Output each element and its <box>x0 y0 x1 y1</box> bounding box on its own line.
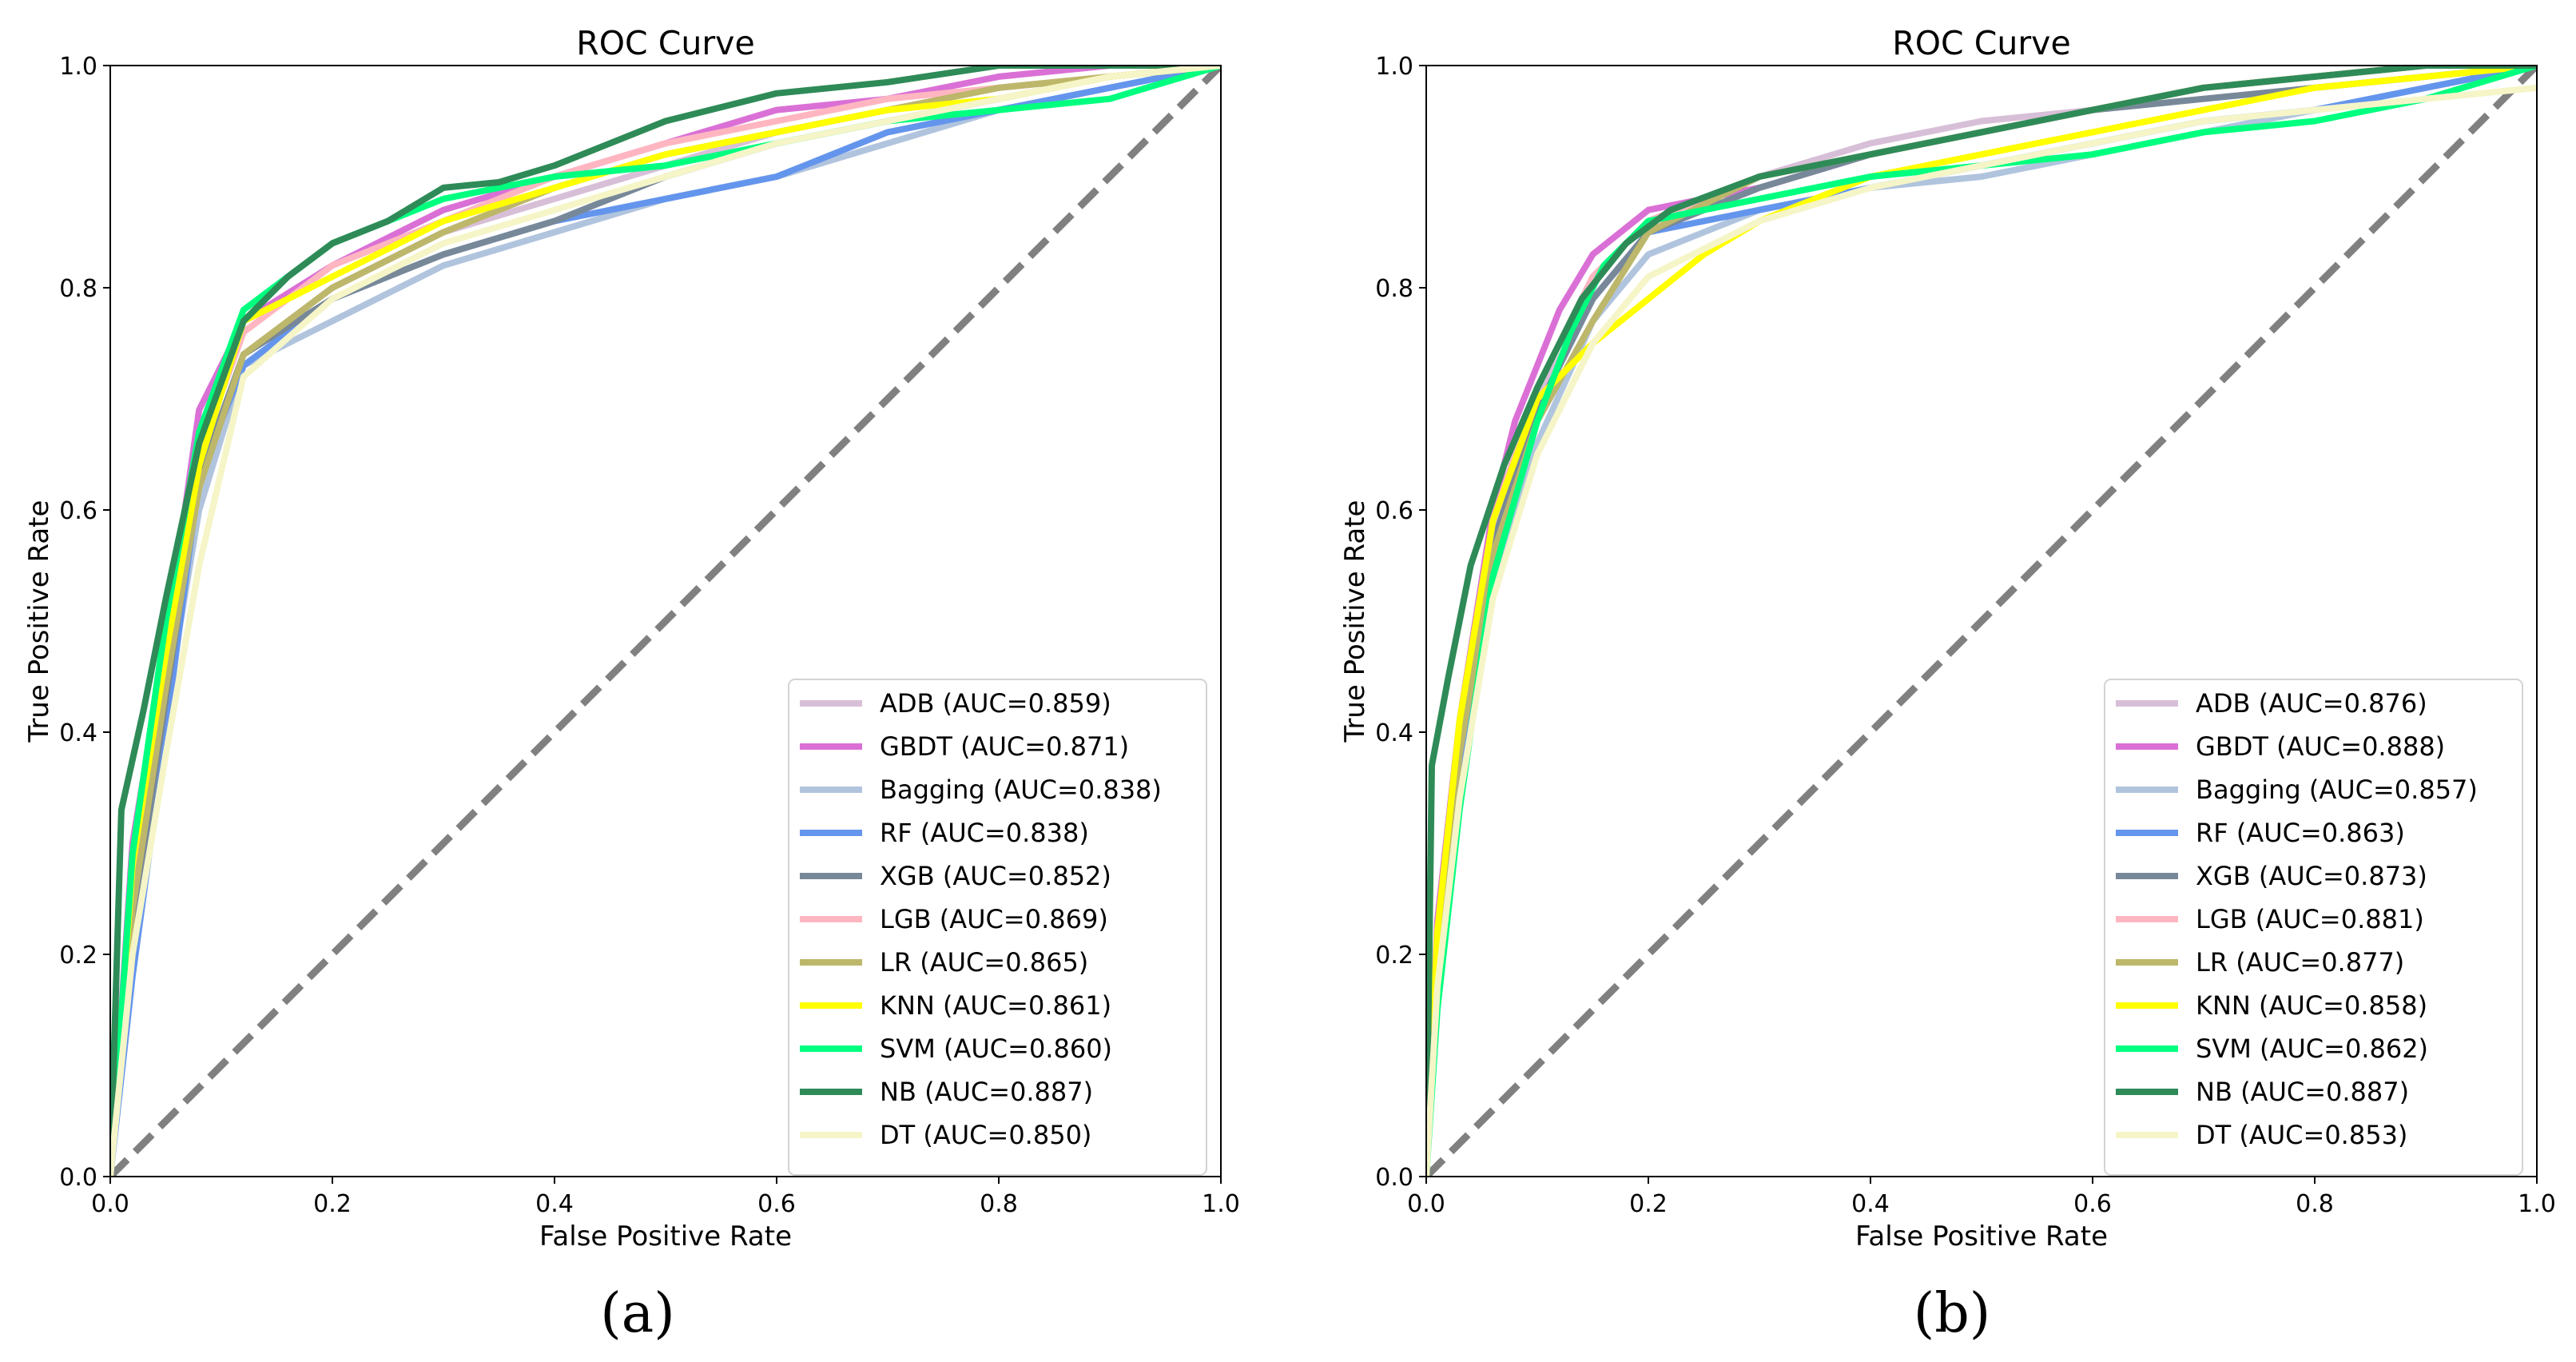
legend-entry-dt: DT (AUC=0.850) <box>880 1120 1091 1150</box>
y-tick-label: 0.4 <box>59 719 97 747</box>
x-tick-label: 0.4 <box>535 1190 574 1218</box>
legend-entry-xgb: XGB (AUC=0.852) <box>880 861 1111 891</box>
x-tick-label: 0.6 <box>2073 1190 2112 1218</box>
x-tick-label: 1.0 <box>1202 1190 1240 1218</box>
axes-frame <box>1425 65 2538 1177</box>
legend-entry-gbdt: GBDT (AUC=0.888) <box>2196 731 2445 762</box>
legend-entry-rf: RF (AUC=0.863) <box>2196 818 2405 848</box>
panel-label: (b) <box>1914 1282 1991 1345</box>
roc-curve-nb <box>110 66 1221 1177</box>
chart-title: ROC Curve <box>1892 24 2070 62</box>
legend-entry-knn: KNN (AUC=0.858) <box>2196 990 2427 1021</box>
legend-entry-lr: LR (AUC=0.877) <box>2196 947 2404 978</box>
legend-entry-adb: ADB (AUC=0.859) <box>880 688 1111 719</box>
diagonal-reference-line <box>110 66 1221 1177</box>
x-tick-label: 0.2 <box>1629 1190 1668 1218</box>
y-tick-label: 0.8 <box>59 275 97 303</box>
x-tick-label: 0.2 <box>313 1190 352 1218</box>
legend-entry-bagging: Bagging (AUC=0.838) <box>880 775 1162 805</box>
x-axis-label: False Positive Rate <box>539 1221 792 1252</box>
x-tick-label: 0.0 <box>1407 1190 1445 1218</box>
curves-group <box>110 66 1221 1177</box>
x-tick-label: 1.0 <box>2518 1190 2556 1218</box>
y-axis-label: True Positive Rate <box>1339 500 1371 743</box>
diagonal-reference-line <box>1426 66 2537 1177</box>
roc-curve-lr <box>110 66 1221 1177</box>
legend-entry-svm: SVM (AUC=0.860) <box>880 1033 1112 1064</box>
x-tick-label: 0.8 <box>980 1190 1018 1218</box>
legend-entry-rf: RF (AUC=0.838) <box>880 818 1089 848</box>
y-tick-label: 0.8 <box>1375 275 1413 303</box>
y-tick-label: 0.0 <box>59 1164 97 1192</box>
legend-entry-lgb: LGB (AUC=0.881) <box>2196 904 2424 934</box>
legend-box <box>788 679 1207 1176</box>
legend-entry-dt: DT (AUC=0.853) <box>2196 1120 2407 1150</box>
legend-entry-adb: ADB (AUC=0.876) <box>2196 688 2427 719</box>
roc-curve-dt <box>1426 84 2537 1177</box>
legend-entry-gbdt: GBDT (AUC=0.871) <box>880 731 1129 762</box>
legend-entry-knn: KNN (AUC=0.861) <box>880 990 1111 1021</box>
roc-curve-nb <box>1426 66 2537 1177</box>
roc-curve-dt <box>110 66 1221 1177</box>
x-tick-label: 0.0 <box>91 1190 129 1218</box>
panel-label: (a) <box>600 1282 675 1345</box>
roc-panel-a: 0.0 0.2 0.4 0.6 0.8 1.0 0.0 0.2 0.4 0.6 0.8 1.0 ROC … <box>23 24 1240 1252</box>
y-tick-label: 0.6 <box>59 497 97 525</box>
y-tick-label: 1.0 <box>59 53 97 81</box>
roc-curve-svm <box>110 66 1221 1177</box>
y-tick-label: 0.2 <box>59 942 97 970</box>
legend-entry-lr: LR (AUC=0.865) <box>880 947 1088 978</box>
legend-entry-lgb: LGB (AUC=0.869) <box>880 904 1108 934</box>
legend-entry-nb: NB (AUC=0.887) <box>2196 1077 2409 1107</box>
curves-group <box>1426 66 2537 1177</box>
axes-frame <box>109 65 1222 1177</box>
y-tick-label: 0.6 <box>1375 497 1413 525</box>
y-tick-label: 1.0 <box>1375 53 1413 81</box>
y-tick-label: 0.4 <box>1375 719 1413 747</box>
roc-panel-b: 0.0 0.2 0.4 0.6 0.8 1.0 0.0 0.2 0.4 0.6 0.8 1.0 ROC … <box>1339 24 2556 1252</box>
legend-entry-xgb: XGB (AUC=0.873) <box>2196 861 2427 891</box>
legend-entry-nb: NB (AUC=0.887) <box>880 1077 1093 1107</box>
legend-entry-bagging: Bagging (AUC=0.857) <box>2196 775 2478 805</box>
x-tick-label: 0.6 <box>757 1190 796 1218</box>
y-tick-label: 0.0 <box>1375 1164 1413 1192</box>
legend-box <box>2104 679 2523 1176</box>
y-tick-label: 0.2 <box>1375 942 1413 970</box>
y-axis-label: True Positive Rate <box>23 500 55 743</box>
legend-entry-svm: SVM (AUC=0.862) <box>2196 1033 2428 1064</box>
legend: ADB (AUC=0.876) GBDT (AUC=0.888) Bagging (… <box>2104 679 2523 1176</box>
legend: ADB (AUC=0.859) GBDT (AUC=0.871) Bagging (… <box>788 679 1207 1176</box>
x-axis-label: False Positive Rate <box>1855 1221 2108 1252</box>
x-tick-label: 0.4 <box>1851 1190 1890 1218</box>
chart-title: ROC Curve <box>576 24 754 62</box>
x-tick-label: 0.8 <box>2296 1190 2334 1218</box>
